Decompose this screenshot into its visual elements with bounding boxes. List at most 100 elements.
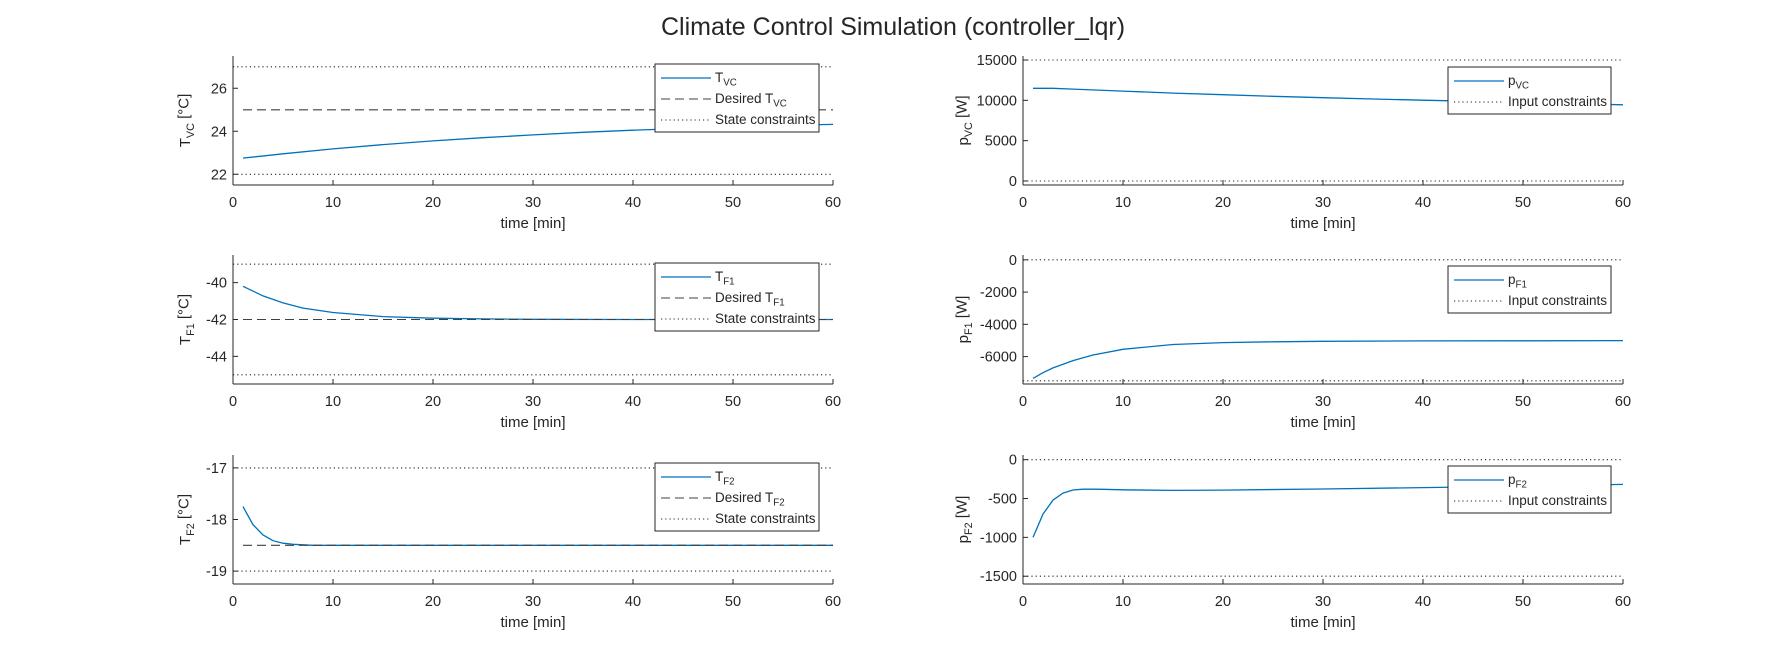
x-tick-label: 30 xyxy=(1315,594,1331,610)
y-tick-label: -19 xyxy=(206,564,227,580)
legend-entry: Desired TF2 xyxy=(715,490,785,508)
legend: pF1 Input constraints xyxy=(1447,265,1612,314)
x-tick-label: 60 xyxy=(1615,394,1631,410)
y-tick-label: -4000 xyxy=(980,317,1017,333)
x-tick-label: 30 xyxy=(525,195,541,211)
x-tick-label: 50 xyxy=(725,394,741,410)
legend-entry: Input constraints xyxy=(1508,493,1607,508)
legend: pF2 Input constraints xyxy=(1447,465,1612,514)
x-tick-label: 30 xyxy=(1315,394,1331,410)
x-axis-label: time [min] xyxy=(500,215,565,232)
x-tick-label: 20 xyxy=(1215,195,1231,211)
legend-entry: Desired TVC xyxy=(715,91,787,109)
y-tick-label: 0 xyxy=(1009,174,1017,190)
legend-entry: Desired TF1 xyxy=(715,290,785,308)
x-tick-label: 30 xyxy=(525,394,541,410)
x-tick-label: 10 xyxy=(1115,195,1131,211)
y-tick-label: -1500 xyxy=(980,569,1017,585)
x-tick-label: 0 xyxy=(229,195,237,211)
y-tick-label: 10000 xyxy=(977,93,1017,109)
y-tick-label: 24 xyxy=(211,124,227,140)
subplot-t-vc: 0 10 20 30 40 50 60 22 24 26 time [min] TVC [°C] TVC… xyxy=(176,56,841,232)
y-tick-label: 0 xyxy=(1009,253,1017,269)
x-tick-label: 30 xyxy=(1315,195,1331,211)
x-tick-label: 20 xyxy=(425,594,441,610)
x-tick-label: 10 xyxy=(325,594,341,610)
x-tick-label: 40 xyxy=(625,195,641,211)
x-tick-label: 40 xyxy=(1415,195,1431,211)
x-tick-label: 60 xyxy=(1615,594,1631,610)
subplot-grid: 0 10 20 30 40 50 60 22 24 26 time [min] TVC [°C] TVC… xyxy=(176,53,1632,631)
y-tick-label: -18 xyxy=(206,513,227,529)
x-tick-label: 0 xyxy=(229,394,237,410)
legend-box xyxy=(654,462,820,532)
y-tick-label: -42 xyxy=(206,313,227,329)
x-tick-label: 0 xyxy=(229,594,237,610)
legend: pVC Input constraints xyxy=(1447,66,1612,115)
subplot-p-f1: 0 10 20 30 40 50 60 0 -2000 -4000 -6000 time [min] p… xyxy=(954,253,1632,431)
x-axis-label: time [min] xyxy=(500,614,565,631)
y-tick-label: 22 xyxy=(211,167,227,183)
legend-box xyxy=(654,63,820,133)
legend-entry: State constraints xyxy=(715,311,816,326)
series-line xyxy=(1032,483,1624,538)
x-tick-label: 50 xyxy=(1515,394,1531,410)
y-tick-label: 5000 xyxy=(985,134,1017,150)
x-tick-label: 30 xyxy=(525,594,541,610)
x-tick-label: 40 xyxy=(1415,394,1431,410)
y-axis-label: pF1 [W] xyxy=(954,296,975,344)
x-tick-label: 10 xyxy=(325,394,341,410)
legend-entry: pF1 xyxy=(1508,272,1527,290)
y-tick-label: -6000 xyxy=(980,350,1017,366)
x-tick-label: 20 xyxy=(425,394,441,410)
y-tick-label: 0 xyxy=(1009,453,1017,469)
legend-entry: TF1 xyxy=(715,269,735,287)
x-tick-label: 10 xyxy=(1115,594,1131,610)
x-tick-label: 60 xyxy=(825,195,841,211)
x-tick-label: 50 xyxy=(1515,594,1531,610)
legend-entry: pF2 xyxy=(1508,472,1527,490)
x-tick-label: 40 xyxy=(625,394,641,410)
legend-box xyxy=(1447,265,1612,314)
x-tick-label: 60 xyxy=(825,394,841,410)
legend: TVC Desired TVC State constraints xyxy=(654,63,820,133)
legend-entry: TVC xyxy=(715,70,737,88)
x-tick-label: 10 xyxy=(325,195,341,211)
y-tick-label: -17 xyxy=(206,461,227,477)
subplot-p-vc: 0 10 20 30 40 50 60 0 5000 10000 15000 time [min] pV… xyxy=(954,53,1632,232)
x-tick-label: 20 xyxy=(1215,394,1231,410)
legend-entry: Input constraints xyxy=(1508,94,1607,109)
legend: TF1 Desired TF1 State constraints xyxy=(654,262,820,332)
y-tick-label: -40 xyxy=(206,276,227,292)
x-axis-label: time [min] xyxy=(1290,614,1355,631)
x-tick-label: 60 xyxy=(1615,195,1631,211)
y-axis-label: TVC [°C] xyxy=(176,94,197,148)
x-tick-label: 50 xyxy=(725,594,741,610)
legend-box xyxy=(654,262,820,332)
x-axis-label: time [min] xyxy=(500,414,565,431)
legend-entry: pVC xyxy=(1508,73,1529,91)
x-tick-label: 10 xyxy=(1115,394,1131,410)
subplot-p-f2: 0 10 20 30 40 50 60 0 -500 -1000 -1500 time [min] pF… xyxy=(954,453,1632,631)
x-tick-label: 20 xyxy=(425,195,441,211)
x-tick-label: 0 xyxy=(1019,394,1027,410)
y-axis-label: pF2 [W] xyxy=(954,496,975,544)
x-tick-label: 40 xyxy=(625,594,641,610)
y-tick-label: -500 xyxy=(988,492,1017,508)
legend-entry: State constraints xyxy=(715,511,816,526)
y-tick-label: -44 xyxy=(206,349,227,365)
legend-entry: Input constraints xyxy=(1508,293,1607,308)
x-tick-label: 60 xyxy=(825,594,841,610)
y-tick-label: 15000 xyxy=(977,53,1017,69)
legend-box xyxy=(1447,465,1612,514)
x-tick-label: 50 xyxy=(725,195,741,211)
y-tick-label: 26 xyxy=(211,81,227,97)
y-tick-label: -1000 xyxy=(980,530,1017,546)
series-line xyxy=(1032,339,1624,379)
y-axis-label: TF1 [°C] xyxy=(176,294,197,345)
x-tick-label: 0 xyxy=(1019,195,1027,211)
x-axis-label: time [min] xyxy=(1290,215,1355,232)
y-axis-label: pVC [W] xyxy=(954,95,975,145)
x-tick-label: 50 xyxy=(1515,195,1531,211)
legend: TF2 Desired TF2 State constraints xyxy=(654,462,820,532)
